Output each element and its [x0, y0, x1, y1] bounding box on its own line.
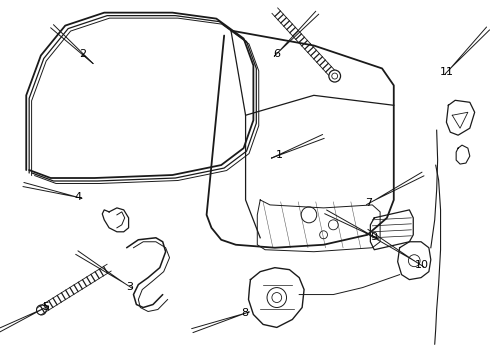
Text: 5: 5	[43, 302, 49, 312]
Text: 9: 9	[370, 232, 377, 242]
Text: 4: 4	[74, 192, 81, 202]
Text: 8: 8	[241, 309, 248, 318]
Text: 6: 6	[273, 49, 280, 59]
Text: 3: 3	[126, 282, 134, 292]
Text: 2: 2	[79, 49, 86, 59]
Text: 11: 11	[441, 67, 454, 77]
Text: 7: 7	[366, 198, 372, 208]
Text: 1: 1	[275, 150, 283, 160]
Text: 10: 10	[415, 260, 428, 270]
